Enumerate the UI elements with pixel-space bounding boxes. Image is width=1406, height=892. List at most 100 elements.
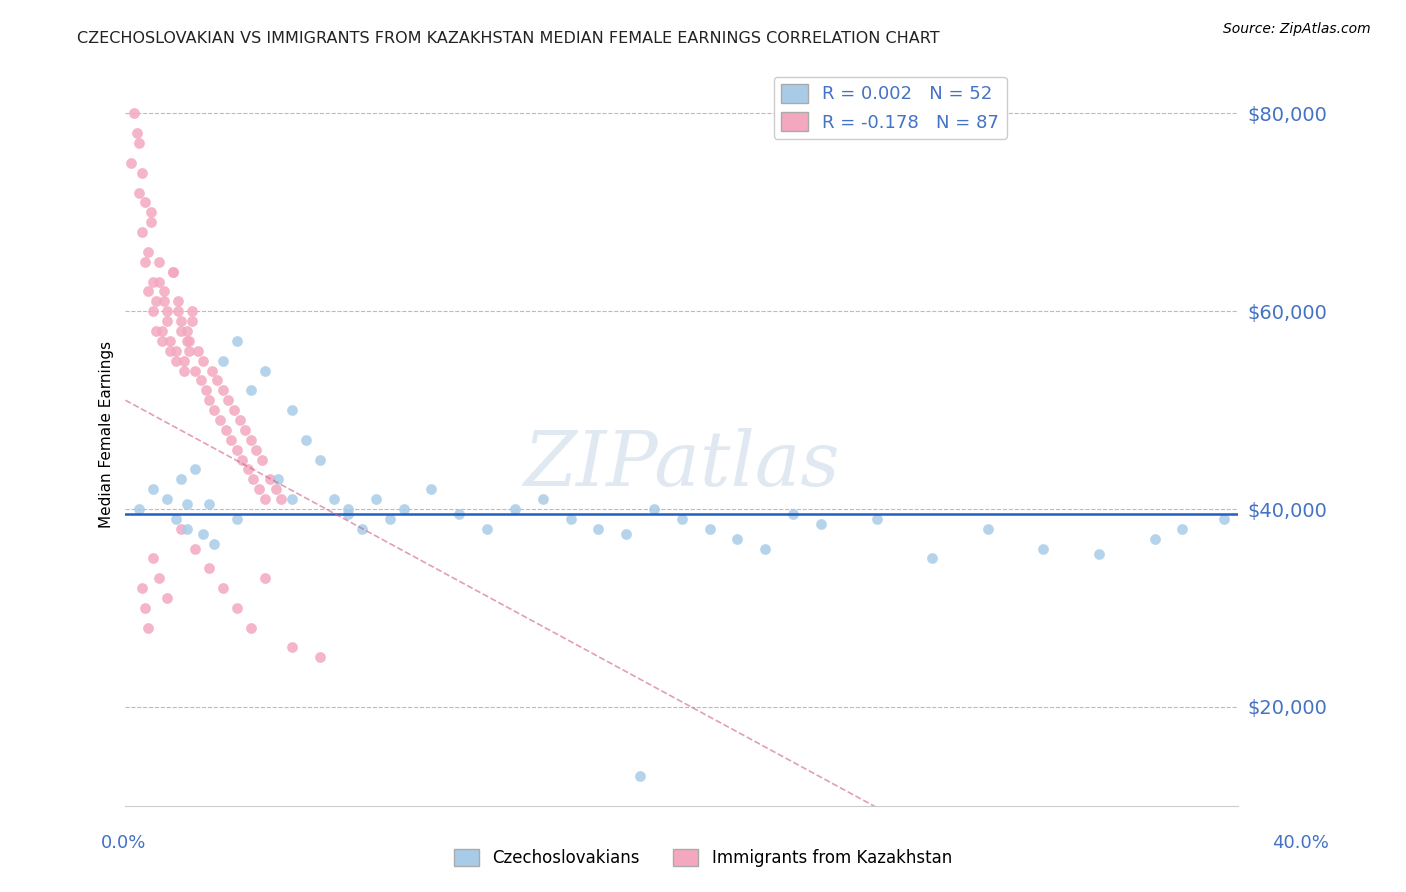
Point [162,265,184,279]
Point [193,353,215,368]
Point [699,522,721,536]
Point [184,363,207,377]
Point [643,502,665,516]
Point [475,522,498,536]
Point [247,482,270,496]
Point [139,205,162,219]
Point [219,433,242,447]
Point [193,526,215,541]
Point [264,482,287,496]
Point [142,275,165,289]
Point [378,512,401,526]
Point [614,526,637,541]
Point [337,507,360,521]
Point [1143,532,1166,546]
Point [1032,541,1054,556]
Point [179,343,201,358]
Point [190,374,212,388]
Point [162,265,184,279]
Point [148,255,170,269]
Point [1213,512,1236,526]
Point [176,334,198,348]
Text: CZECHOSLOVAKIAN VS IMMIGRANTS FROM KAZAKHSTAN MEDIAN FEMALE EARNINGS CORRELATION: CZECHOSLOVAKIAN VS IMMIGRANTS FROM KAZAK… [77,31,941,46]
Point [225,600,247,615]
Point [209,413,232,427]
Point [184,462,207,476]
Text: Source: ZipAtlas.com: Source: ZipAtlas.com [1223,22,1371,37]
Point [211,384,233,398]
Point [159,343,181,358]
Point [170,314,193,328]
Y-axis label: Median Female Earnings: Median Female Earnings [100,342,114,528]
Point [671,512,693,526]
Point [217,393,239,408]
Point [231,452,253,467]
Point [142,482,165,496]
Point [156,314,179,328]
Point [198,561,221,575]
Point [337,502,360,516]
Point [233,423,256,437]
Point [134,255,156,269]
Point [449,507,471,521]
Point [128,502,150,516]
Point [754,541,776,556]
Point [725,532,748,546]
Point [295,433,318,447]
Point [156,492,179,507]
Point [865,512,887,526]
Point [560,512,582,526]
Point [150,334,173,348]
Point [214,423,236,437]
Point [156,591,179,605]
Point [198,393,221,408]
Point [236,462,259,476]
Point [323,492,346,507]
Point [125,126,148,140]
Point [128,136,150,150]
Point [153,294,176,309]
Text: 40.0%: 40.0% [1272,834,1329,852]
Point [364,492,387,507]
Text: ZIPatlas: ZIPatlas [523,427,841,501]
Point [187,343,209,358]
Point [281,492,304,507]
Point [134,600,156,615]
Point [184,541,207,556]
Point [167,304,190,318]
Point [281,403,304,417]
Point [782,507,804,521]
Point [122,106,145,120]
Point [120,156,142,170]
Point [165,343,187,358]
Point [145,324,167,338]
Point [195,384,218,398]
Point [207,374,229,388]
Point [181,314,204,328]
Point [131,166,153,180]
Point [179,334,201,348]
Point [165,353,187,368]
Point [198,497,221,511]
Point [225,512,247,526]
Point [167,294,190,309]
Point [531,492,554,507]
Point [170,522,193,536]
Point [211,353,233,368]
Point [204,403,226,417]
Point [253,492,276,507]
Point [350,522,373,536]
Point [921,551,943,566]
Point [1088,547,1111,561]
Point [136,285,159,299]
Point [267,472,290,486]
Point [588,522,610,536]
Point [136,244,159,259]
Point [253,363,276,377]
Point [259,472,281,486]
Point [420,482,443,496]
Point [131,225,153,239]
Point [225,334,247,348]
Point [176,522,198,536]
Point [309,452,332,467]
